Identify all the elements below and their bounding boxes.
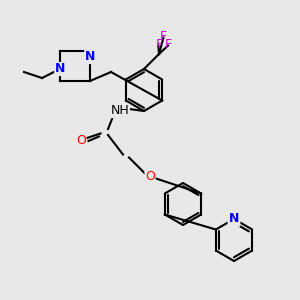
- Text: F: F: [160, 29, 167, 43]
- Text: NH: NH: [111, 104, 129, 118]
- Text: F: F: [164, 38, 172, 52]
- Text: O: O: [145, 170, 155, 184]
- Text: F: F: [155, 38, 163, 52]
- Text: N: N: [55, 62, 65, 76]
- Text: N: N: [229, 212, 239, 226]
- Text: O: O: [76, 134, 86, 148]
- Text: N: N: [85, 50, 95, 64]
